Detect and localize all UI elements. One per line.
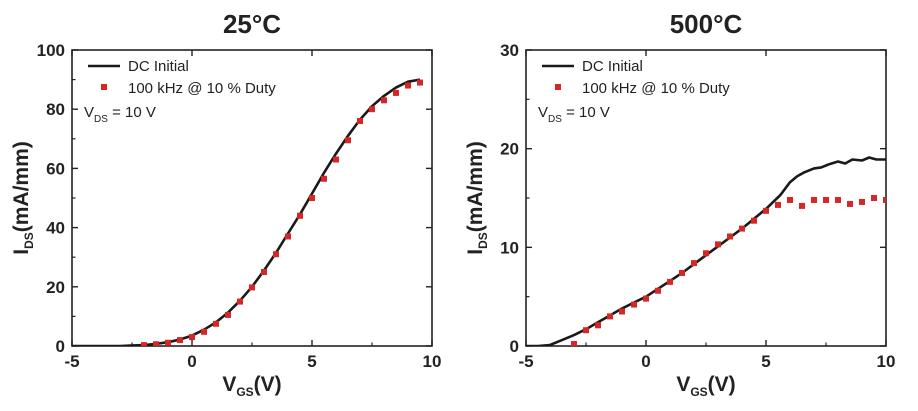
data-point-pulsed: [655, 287, 661, 294]
data-point-pulsed: [631, 301, 637, 308]
y-tick-label: 60: [46, 159, 65, 178]
data-point-pulsed: [177, 337, 183, 344]
data-point-pulsed: [883, 196, 886, 203]
data-point-pulsed: [703, 250, 709, 257]
data-point-pulsed: [667, 278, 673, 285]
data-point-pulsed: [859, 198, 865, 205]
y-axis-label: IDS(mA/mm): [10, 141, 36, 255]
legend-label: 100 kHz @ 10 % Duty: [128, 80, 276, 97]
x-tick-label: -5: [64, 352, 79, 371]
data-point-pulsed: [333, 156, 339, 163]
data-point-pulsed: [165, 339, 171, 346]
data-point-pulsed: [345, 137, 351, 144]
data-point-pulsed: [739, 225, 745, 232]
y-tick-label: 20: [46, 278, 65, 297]
data-point-pulsed: [297, 212, 303, 219]
data-point-pulsed: [799, 202, 805, 209]
data-point-pulsed: [357, 118, 363, 125]
legend-swatch-marker: [555, 84, 561, 90]
y-tick-label: 80: [46, 100, 65, 119]
data-point-pulsed: [381, 97, 387, 104]
chart-title: 500°C: [670, 9, 743, 39]
data-point-pulsed: [309, 195, 315, 201]
data-point-pulsed: [213, 320, 219, 327]
data-point-pulsed: [763, 207, 769, 214]
data-point-pulsed: [273, 251, 279, 258]
data-point-pulsed: [775, 201, 781, 208]
x-tick-label: -5: [518, 352, 533, 371]
legend-label: DC Initial: [128, 58, 189, 75]
annotation-vds: VDS = 10 V: [538, 104, 610, 125]
data-point-pulsed: [405, 82, 411, 89]
y-tick-label: 10: [500, 238, 519, 257]
data-point-pulsed: [153, 341, 159, 346]
x-tick-label: 0: [187, 352, 196, 371]
y-tick-label: 40: [46, 219, 65, 238]
data-point-pulsed: [715, 241, 721, 248]
data-point-pulsed: [871, 195, 877, 201]
data-point-pulsed: [823, 196, 829, 203]
data-point-pulsed: [417, 79, 423, 86]
x-axis-label: VGS(V): [676, 373, 735, 399]
chart-title: 25°C: [223, 9, 281, 39]
data-point-pulsed: [751, 217, 757, 224]
data-point-pulsed: [321, 175, 327, 182]
y-tick-label: 100: [37, 41, 65, 60]
data-point-pulsed: [835, 196, 841, 203]
data-point-pulsed: [261, 269, 267, 275]
y-tick-label: 0: [56, 337, 65, 356]
data-point-pulsed: [847, 200, 853, 207]
legend: DC Initial 100 kHz @ 10 % Duty: [542, 58, 730, 97]
x-tick-label: 5: [761, 352, 770, 371]
x-tick-label: 0: [641, 352, 650, 371]
x-axis-label: VGS(V): [222, 373, 281, 399]
data-point-pulsed: [619, 308, 625, 315]
plot-area: [526, 156, 886, 346]
data-point-pulsed: [787, 196, 793, 203]
y-tick-label: 30: [500, 41, 519, 60]
data-point-pulsed: [691, 260, 697, 267]
data-point-pulsed: [583, 327, 589, 334]
data-point-pulsed: [393, 89, 399, 96]
legend-swatch-marker: [101, 84, 107, 90]
data-point-pulsed: [285, 233, 291, 240]
data-point-pulsed: [201, 328, 207, 335]
data-point-pulsed: [595, 322, 601, 329]
x-tick-label: 10: [877, 352, 896, 371]
plot-area: [72, 78, 423, 346]
data-point-pulsed: [643, 295, 649, 302]
data-point-pulsed: [225, 311, 231, 318]
annotation-vds: VDS = 10 V: [84, 104, 156, 125]
data-point-pulsed: [727, 233, 733, 240]
data-point-pulsed: [607, 313, 613, 320]
y-tick-label: 20: [500, 140, 519, 159]
legend-label: DC Initial: [582, 58, 643, 75]
legend: DC Initial 100 kHz @ 10 % Duty: [88, 58, 276, 97]
data-point-pulsed: [571, 341, 577, 346]
x-tick-label: 10: [423, 352, 442, 371]
data-point-pulsed: [249, 284, 255, 291]
data-point-pulsed: [679, 269, 685, 276]
data-point-pulsed: [369, 106, 375, 113]
x-tick-label: 5: [307, 352, 316, 371]
legend-label: 100 kHz @ 10 % Duty: [582, 80, 730, 97]
data-point-pulsed: [189, 334, 195, 341]
data-point-pulsed: [141, 342, 147, 346]
y-tick-label: 0: [510, 337, 519, 356]
data-point-pulsed: [811, 196, 817, 203]
chart-panel-1: 25°C-5 0 5 10020406080100VGS(V)IDS(mA/mm)DC…: [10, 9, 441, 399]
y-axis-label: IDS(mA/mm): [464, 141, 490, 255]
data-point-pulsed: [237, 298, 243, 305]
